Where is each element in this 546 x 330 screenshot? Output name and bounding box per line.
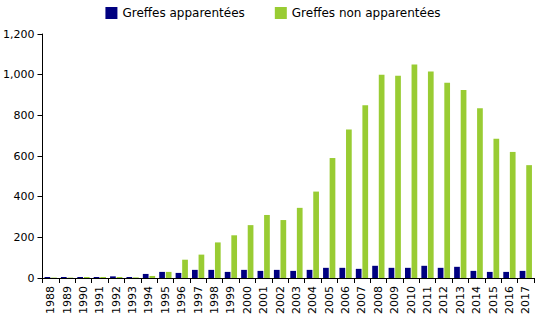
svg-text:1989: 1989 <box>61 286 74 314</box>
svg-text:2015: 2015 <box>487 286 500 314</box>
svg-text:2007: 2007 <box>355 286 368 314</box>
svg-text:2002: 2002 <box>274 286 287 314</box>
svg-text:1990: 1990 <box>77 286 90 314</box>
svg-text:2013: 2013 <box>454 286 467 314</box>
svg-text:2004: 2004 <box>306 286 319 314</box>
svg-text:2014: 2014 <box>470 286 483 314</box>
svg-text:1996: 1996 <box>175 286 188 314</box>
svg-text:1998: 1998 <box>208 286 221 314</box>
svg-text:1,200: 1,200 <box>3 28 35 41</box>
svg-text:400: 400 <box>13 190 34 203</box>
svg-text:600: 600 <box>13 150 34 163</box>
svg-text:1,000: 1,000 <box>3 68 35 81</box>
svg-text:2009: 2009 <box>388 286 401 314</box>
svg-text:1992: 1992 <box>110 286 123 314</box>
svg-text:2008: 2008 <box>372 286 385 314</box>
svg-text:1988: 1988 <box>44 286 57 314</box>
svg-text:1994: 1994 <box>142 286 155 314</box>
svg-text:1997: 1997 <box>192 286 205 314</box>
svg-text:2012: 2012 <box>437 286 450 314</box>
svg-text:2011: 2011 <box>421 286 434 314</box>
svg-text:2000: 2000 <box>241 286 254 314</box>
svg-text:200: 200 <box>13 231 34 244</box>
svg-text:1991: 1991 <box>93 286 106 314</box>
svg-text:2006: 2006 <box>339 286 352 314</box>
svg-text:Greffes non apparentées: Greffes non apparentées <box>292 6 441 20</box>
svg-text:2005: 2005 <box>323 286 336 314</box>
svg-text:2003: 2003 <box>290 286 303 314</box>
svg-text:1993: 1993 <box>126 286 139 314</box>
svg-text:2017: 2017 <box>519 286 532 314</box>
svg-text:1995: 1995 <box>159 286 172 314</box>
svg-text:2016: 2016 <box>503 286 516 314</box>
svg-text:1999: 1999 <box>224 286 237 314</box>
svg-text:800: 800 <box>13 109 34 122</box>
svg-text:2001: 2001 <box>257 286 270 314</box>
svg-text:2010: 2010 <box>405 286 418 314</box>
svg-text:Greffes apparentées: Greffes apparentées <box>122 6 244 20</box>
svg-text:0: 0 <box>27 272 34 285</box>
